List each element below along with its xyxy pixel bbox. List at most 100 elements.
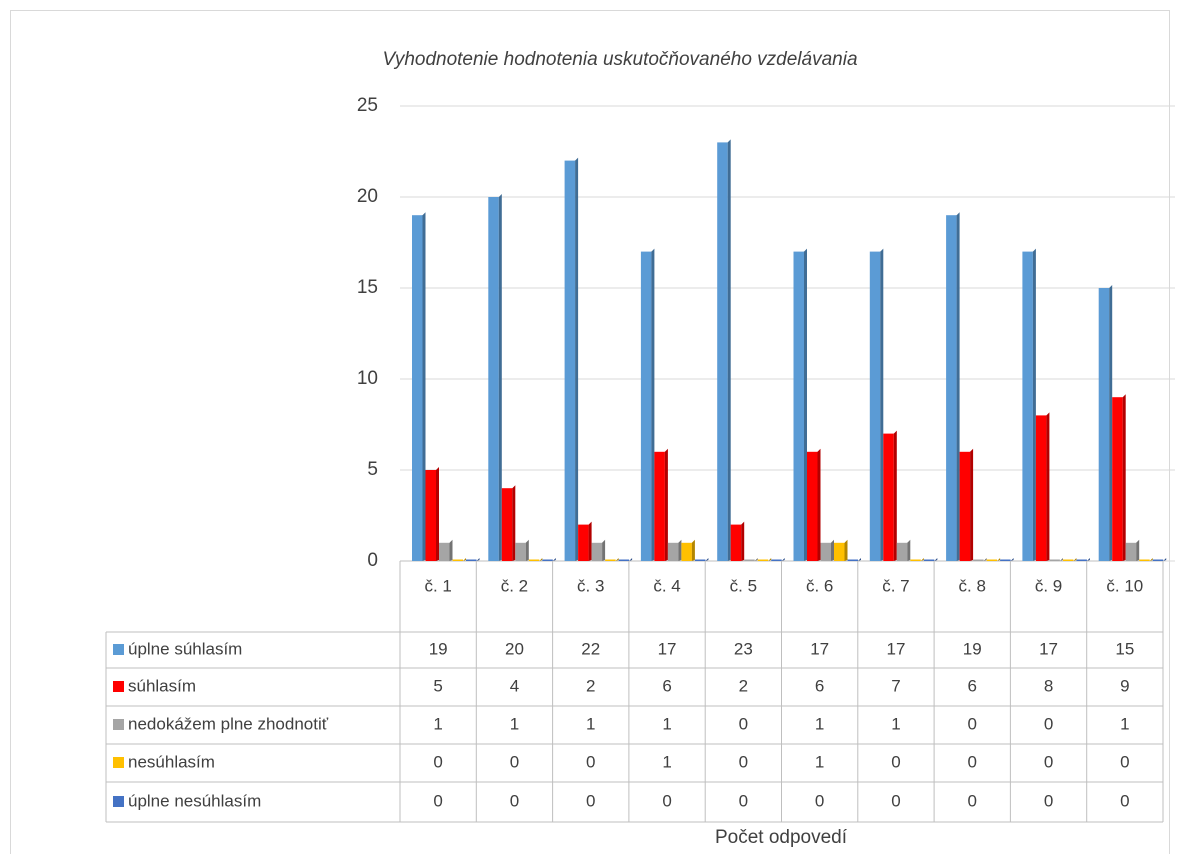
bar — [1049, 559, 1060, 561]
table-value: 20 — [505, 639, 524, 658]
table-value: 17 — [658, 639, 677, 658]
bar-side — [817, 448, 821, 561]
bar — [1125, 542, 1137, 561]
bar — [910, 559, 921, 561]
bar-side — [575, 157, 579, 561]
table-value: 1 — [1120, 714, 1129, 733]
bar-side — [1122, 394, 1126, 561]
bar — [793, 251, 804, 561]
bar-side — [781, 558, 785, 561]
table-value: 2 — [739, 676, 748, 695]
legend-swatch — [113, 719, 124, 730]
bar — [771, 559, 782, 561]
table-value: 0 — [891, 791, 900, 810]
table-value: 0 — [1044, 791, 1053, 810]
bar — [488, 197, 499, 561]
bar — [452, 559, 463, 561]
table-value: 0 — [510, 752, 519, 771]
table-value: 22 — [581, 639, 600, 658]
bar — [847, 559, 858, 561]
table-value: 7 — [891, 676, 900, 695]
bar — [681, 542, 692, 561]
x-tick-label: č. 5 — [730, 576, 757, 595]
table-value: 2 — [586, 676, 595, 695]
table-value: 1 — [662, 752, 671, 771]
y-tick-label: 0 — [367, 550, 378, 571]
bar — [425, 470, 436, 561]
bar — [1152, 559, 1164, 561]
x-tick-label: č. 9 — [1035, 576, 1062, 595]
bar — [439, 542, 450, 561]
chart-title: Vyhodnotenie hodnotenia uskutočňovaného … — [382, 49, 857, 70]
bar — [640, 251, 652, 561]
bar — [834, 542, 845, 561]
x-tick-label: č. 3 — [577, 576, 604, 595]
bar — [515, 542, 526, 561]
table-value: 1 — [815, 752, 824, 771]
bar-side — [844, 539, 848, 561]
bar-side — [525, 539, 529, 561]
bar-side — [1149, 558, 1153, 561]
bar — [1112, 397, 1123, 561]
table-value: 17 — [886, 639, 905, 658]
table-value: 15 — [1115, 639, 1134, 658]
bar-side — [588, 521, 592, 561]
bar-side — [1073, 558, 1077, 561]
table-value: 4 — [510, 676, 519, 695]
legend-swatch — [113, 681, 124, 692]
y-tick-label: 25 — [357, 95, 378, 116]
x-tick-label: č. 4 — [653, 576, 680, 595]
bar — [1098, 288, 1110, 561]
table-value: 0 — [891, 752, 900, 771]
bar-side — [512, 485, 516, 561]
bar-side — [997, 558, 1001, 561]
bar — [986, 559, 998, 561]
legend-swatch — [113, 644, 124, 655]
bar — [591, 542, 603, 561]
bar — [578, 524, 589, 561]
bar-side — [678, 539, 682, 561]
y-tick-label: 15 — [357, 277, 378, 298]
bar-side — [970, 448, 974, 561]
bar — [542, 559, 553, 561]
table-value: 1 — [510, 714, 519, 733]
legend-label: nesúhlasím — [128, 752, 215, 771]
bar-side — [651, 248, 655, 561]
bar — [564, 160, 576, 561]
table-value: 5 — [433, 676, 442, 695]
legend-swatch — [113, 757, 124, 768]
bar — [1139, 559, 1150, 561]
bar — [717, 142, 728, 561]
bar — [466, 559, 477, 561]
bar-side — [449, 539, 453, 561]
table-value: 0 — [968, 752, 977, 771]
bar — [1000, 559, 1011, 561]
table-value: 1 — [815, 714, 824, 733]
table-value: 1 — [662, 714, 671, 733]
table-value: 0 — [815, 791, 824, 810]
bar — [1062, 559, 1074, 561]
legend-label: úplne súhlasím — [128, 639, 242, 658]
x-tick-label: č. 10 — [1106, 576, 1143, 595]
bar-side — [629, 558, 633, 561]
legend-label: úplne nesúhlasím — [128, 791, 261, 810]
bar-side — [705, 558, 709, 561]
bar-side — [741, 521, 745, 561]
bar-side — [476, 558, 480, 561]
bar — [869, 251, 881, 561]
table-value: 6 — [968, 676, 977, 695]
table-value: 19 — [963, 639, 982, 658]
bar — [1035, 415, 1047, 561]
bar-side — [920, 558, 924, 561]
bar-side — [691, 539, 695, 561]
legend-label: nedokážem plne zhodnotiť — [128, 714, 329, 733]
bar-side — [539, 558, 543, 561]
bar-side — [880, 248, 884, 561]
legend-label: súhlasím — [128, 676, 196, 695]
table-value: 0 — [1120, 752, 1129, 771]
bar — [528, 559, 540, 561]
legend-swatch — [113, 796, 124, 807]
table-value: 19 — [429, 639, 448, 658]
bar-side — [956, 212, 960, 561]
table-value: 0 — [586, 752, 595, 771]
